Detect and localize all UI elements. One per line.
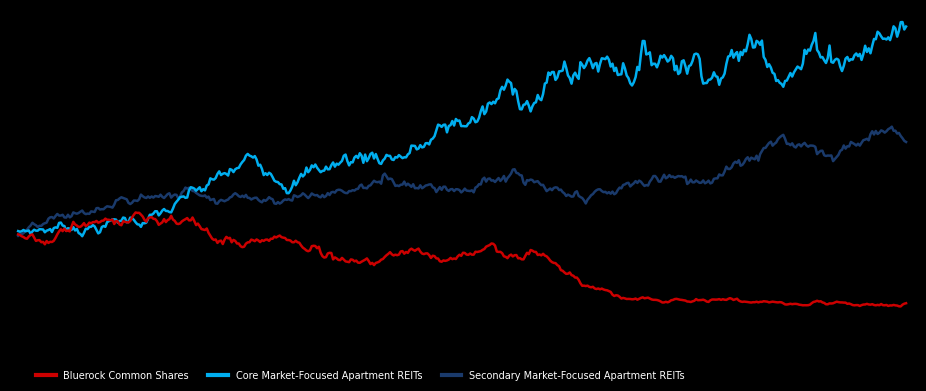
- Legend: Bluerock Common Shares, Core Market-Focused Apartment REITs, Secondary Market-Fo: Bluerock Common Shares, Core Market-Focu…: [32, 367, 688, 385]
